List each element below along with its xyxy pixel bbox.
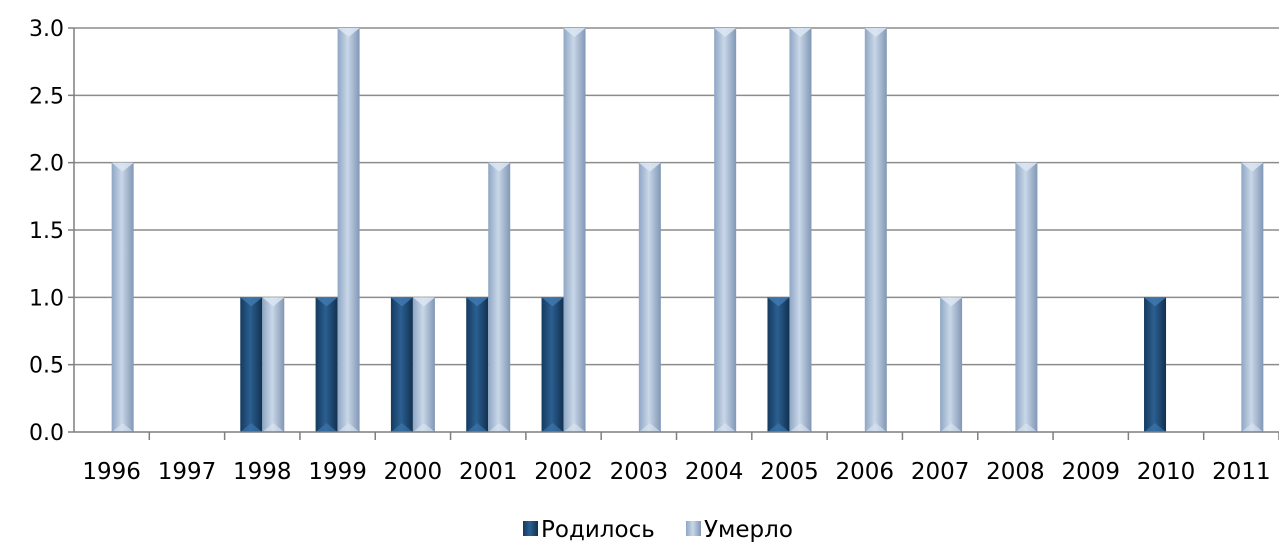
x-tick-label: 1998 [233, 459, 292, 485]
bar-foot [111, 423, 134, 432]
bar-cap [1144, 297, 1167, 307]
bar-series-1 [864, 28, 887, 432]
x-tick-label: 1999 [308, 459, 367, 485]
bar-foot [262, 423, 285, 432]
x-tick-label: 2007 [911, 459, 970, 485]
bar-series-1 [714, 28, 737, 432]
y-tick-label: 3.0 [29, 17, 64, 42]
bar-cap [412, 297, 435, 307]
bar-foot [638, 423, 661, 432]
legend: Родилось Умерло [523, 517, 793, 543]
bar-series-0 [541, 297, 564, 432]
bar-foot [1144, 423, 1167, 432]
bar-foot [488, 423, 511, 432]
bar-cap [337, 28, 360, 37]
bar-cap [1241, 162, 1264, 172]
legend-swatch-series-1 [686, 521, 701, 536]
bar-series-1 [940, 297, 963, 432]
bar-foot [337, 423, 360, 432]
x-tick-label: 1997 [158, 459, 217, 485]
legend-label-series-1: Умерло [704, 517, 793, 542]
axes [68, 27, 1279, 440]
bar-series-0 [390, 297, 413, 432]
x-tick-label: 2004 [685, 459, 744, 485]
bar-foot [466, 423, 489, 432]
bar-series-1 [789, 28, 812, 432]
bar-foot [940, 423, 963, 432]
bar-cap [789, 28, 812, 37]
bar-series-1 [1241, 162, 1264, 432]
bar-foot [240, 423, 263, 432]
bar-series-1 [563, 28, 586, 432]
bar-series-0 [767, 297, 790, 432]
bar-foot [315, 423, 338, 432]
x-tick-label: 2005 [760, 459, 819, 485]
bar-series-1 [337, 28, 360, 432]
bar-foot [864, 423, 887, 432]
bar-cap [488, 162, 511, 172]
x-tick-label: 2009 [1061, 459, 1120, 485]
bar-cap [111, 162, 134, 172]
bar-cap [1015, 162, 1038, 172]
tick-labels: 0.0 0.5 1.0 1.5 2.0 2.5 3.0 1996 1997 1998 1999 200… [29, 17, 1271, 485]
bar-cap [767, 297, 790, 307]
bar-cap [940, 297, 963, 307]
x-tick-label: 2010 [1137, 459, 1196, 485]
bar-foot [390, 423, 413, 432]
bar-cap [315, 297, 338, 307]
bar-cap [390, 297, 413, 307]
bar-foot [1241, 423, 1264, 432]
bar-foot [1015, 423, 1038, 432]
bar-cap [864, 28, 887, 37]
x-tick-label: 2000 [384, 459, 443, 485]
bar-series-1 [412, 297, 435, 432]
y-tick-label: 2.5 [29, 84, 64, 109]
y-tick-label: 0.5 [29, 354, 64, 379]
bar-cap [466, 297, 489, 307]
bar-cap [638, 162, 661, 172]
bar-series-1 [111, 162, 134, 432]
bar-cap [262, 297, 285, 307]
bar-foot [767, 423, 790, 432]
bar-foot [563, 423, 586, 432]
y-tick-label: 2.0 [29, 152, 64, 177]
x-tick-label: 2001 [459, 459, 518, 485]
bar-series-0 [466, 297, 489, 432]
x-tick-label: 2002 [534, 459, 593, 485]
x-tick-label: 2011 [1212, 459, 1271, 485]
x-tick-label: 2008 [986, 459, 1045, 485]
bar-series-1 [1015, 162, 1038, 432]
legend-label-series-0: Родилось [541, 517, 655, 542]
bar-foot [789, 423, 812, 432]
bar-series-0 [1144, 297, 1167, 432]
y-tick-label: 1.0 [29, 286, 64, 311]
bar-series-1 [262, 297, 285, 432]
bar-cap [563, 28, 586, 37]
bar-series-0 [240, 297, 263, 432]
legend-swatch-series-0 [523, 521, 538, 536]
bar-series-1 [488, 162, 511, 432]
y-tick-label: 1.5 [29, 219, 64, 244]
bar-foot [541, 423, 564, 432]
x-tick-label: 2006 [836, 459, 895, 485]
y-tick-label: 0.0 [29, 421, 64, 446]
bar-series-1 [638, 162, 661, 432]
bar-cap [714, 28, 737, 37]
bar-foot [412, 423, 435, 432]
bar-cap [541, 297, 564, 307]
x-tick-label: 1996 [82, 459, 141, 485]
x-tick-label: 2003 [610, 459, 669, 485]
bar-foot [714, 423, 737, 432]
bars [111, 28, 1264, 432]
bar-cap [240, 297, 263, 307]
bar-series-0 [315, 297, 338, 432]
